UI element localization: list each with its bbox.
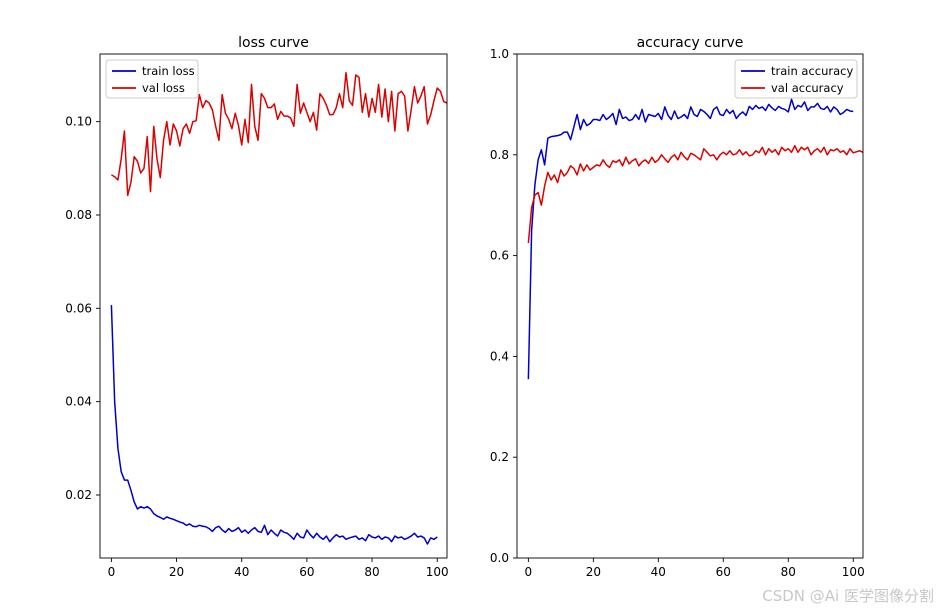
x-tick-label: 80 <box>364 565 379 579</box>
y-tick-label: 0.02 <box>65 488 92 502</box>
legend-entry: val loss <box>142 81 185 95</box>
watermark-text: CSDN @Ai 医学图像分割 <box>762 587 934 605</box>
y-tick-label: 0.8 <box>490 148 509 162</box>
x-tick-label: 60 <box>299 565 314 579</box>
y-tick-label: 0.2 <box>490 450 509 464</box>
x-tick-label: 60 <box>716 565 731 579</box>
y-tick-label: 0.4 <box>490 349 509 363</box>
x-tick-label: 80 <box>781 565 796 579</box>
x-tick-label: 0 <box>108 565 116 579</box>
legend-entry: train accuracy <box>771 64 854 78</box>
y-tick-label: 0.06 <box>65 301 92 315</box>
series-line-val-accuracy <box>527 144 863 244</box>
legend-entry: val accuracy <box>771 81 844 95</box>
legend: train loss val loss <box>105 59 199 99</box>
y-tick-label: 0.04 <box>65 395 92 409</box>
y-tick-label: 0.08 <box>65 208 92 222</box>
axes-frame <box>516 53 864 559</box>
legend-entry: train loss <box>142 64 195 78</box>
loss-curve-panel: loss curve 0 20 40 60 80 100 0.02 0.04 0.06 0.08 0.… <box>65 35 448 579</box>
axes-frame <box>99 53 448 559</box>
x-tick-label: 100 <box>426 565 449 579</box>
x-tick-label: 0 <box>525 565 533 579</box>
y-tick-label: 0.10 <box>65 115 92 129</box>
legend-box <box>734 59 858 99</box>
legend: train accuracy val accuracy <box>734 59 858 99</box>
accuracy-curve-panel: accuracy curve 0 20 40 60 80 100 0.0 0.2 0.4 0.6 0.… <box>490 35 865 579</box>
y-tick-label: 1.0 <box>490 47 509 61</box>
chart-title: accuracy curve <box>637 35 744 51</box>
chart-title: loss curve <box>238 35 309 51</box>
y-tick-label: 0.6 <box>490 249 509 263</box>
x-tick-label: 40 <box>651 565 666 579</box>
x-tick-label: 20 <box>586 565 601 579</box>
x-tick-label: 40 <box>234 565 249 579</box>
x-tick-label: 100 <box>842 565 865 579</box>
x-tick-label: 20 <box>169 565 184 579</box>
y-tick-label: 0.0 <box>490 551 509 565</box>
series-line-train-loss <box>110 305 438 545</box>
series-line-val-loss <box>111 71 447 197</box>
series-line-train-accuracy <box>527 98 854 380</box>
